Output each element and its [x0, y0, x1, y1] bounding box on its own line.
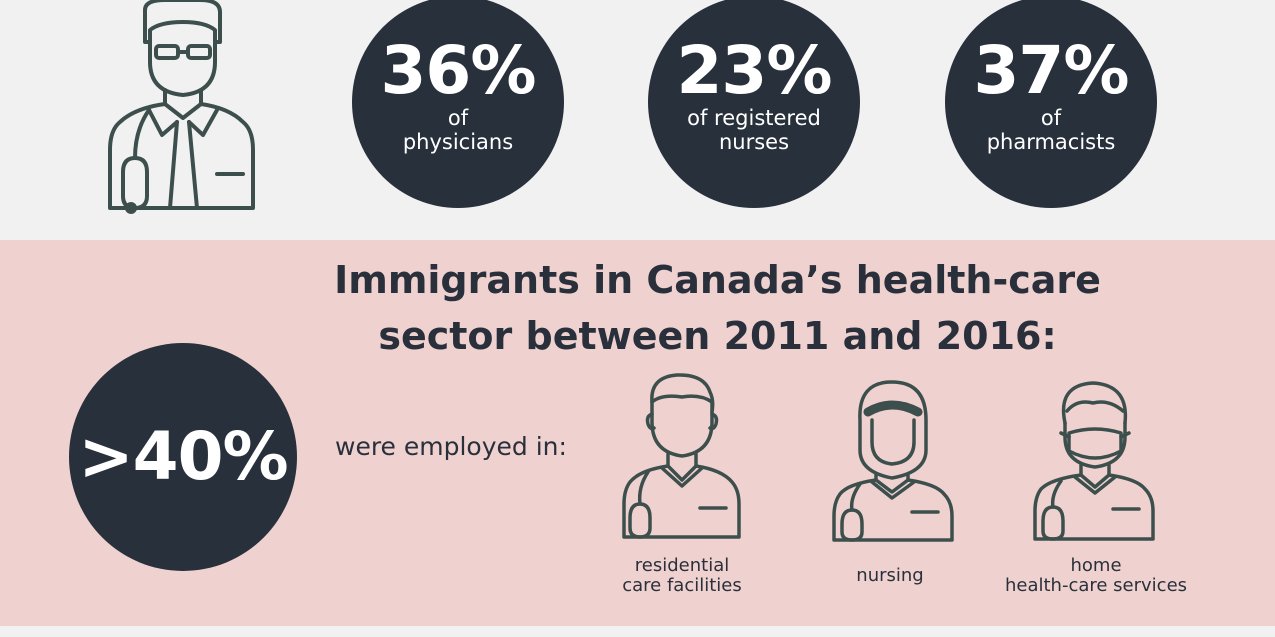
- stat-physicians-value: 36%: [380, 32, 537, 109]
- category-residential-line-2: care facilities: [622, 575, 742, 596]
- category-residential-label: residential care facilities: [592, 556, 772, 596]
- stat-nurses-circle: 23% of registered nurses: [648, 0, 860, 208]
- stat-pharmacists-circle: 37% of pharmacists: [945, 0, 1157, 208]
- category-nursing-label: nursing: [800, 566, 980, 586]
- stat-pharmacists-value: 37%: [973, 32, 1130, 109]
- big-stat-value: >40%: [78, 418, 288, 495]
- headline-line-1: Immigrants in Canada’s health-care: [334, 258, 1101, 302]
- bottom-strip: [0, 626, 1275, 637]
- stat-physicians-caption-1: of: [447, 106, 469, 130]
- stat-physicians-caption-2: physicians: [402, 130, 514, 154]
- big-stat-circle: >40%: [69, 343, 297, 571]
- stat-nurses-caption-1: of registered: [687, 106, 821, 130]
- stat-nurses-value: 23%: [676, 32, 833, 109]
- hijab-nurse-icon: [832, 380, 954, 542]
- category-home-line-2: health-care services: [1004, 575, 1188, 596]
- stat-pharmacists-caption-1: of: [1040, 106, 1062, 130]
- category-home-line-1: home: [1070, 555, 1122, 576]
- category-residential-line-1: residential: [634, 555, 730, 576]
- stat-nurses-caption-2: nurses: [718, 130, 790, 154]
- male-health-worker-icon: [622, 373, 741, 539]
- masked-health-worker-icon: [1033, 381, 1155, 541]
- stat-physicians-circle: 36% of physicians: [352, 0, 564, 208]
- headline: Immigrants in Canada’s health-care secto…: [260, 252, 1175, 364]
- category-nursing-line-1: nursing: [856, 565, 924, 586]
- employed-text: were employed in:: [335, 432, 567, 461]
- headline-line-2: sector between 2011 and 2016:: [378, 314, 1057, 358]
- stat-pharmacists-caption-2: pharmacists: [986, 130, 1116, 154]
- category-home-label: home health-care services: [986, 556, 1206, 596]
- doctor-icon: [108, 0, 255, 214]
